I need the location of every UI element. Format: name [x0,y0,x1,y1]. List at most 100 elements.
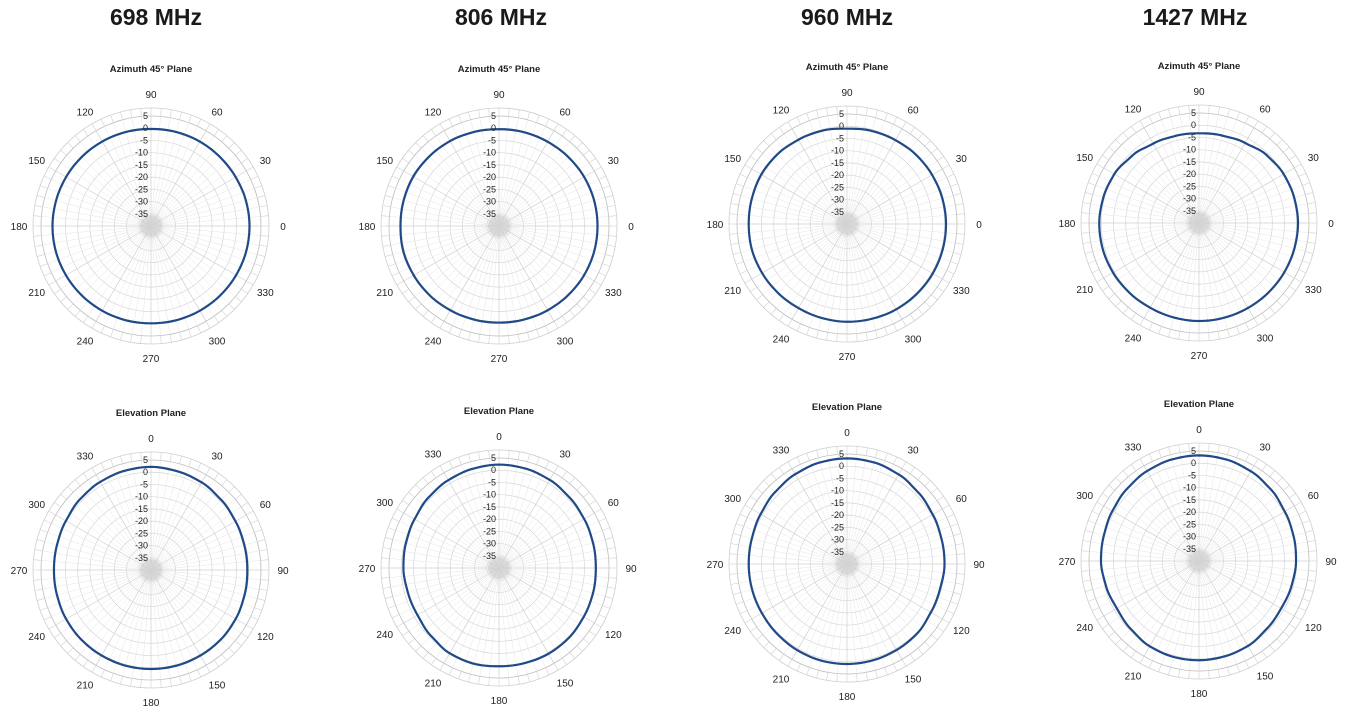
radial-tick-label: -20 [1183,507,1196,517]
dial-tick [221,654,228,661]
grid-spoke [141,460,152,571]
dial-tick [569,310,576,317]
dial-tick [140,108,142,117]
dial-tick [917,133,924,140]
dial-tick [228,303,235,310]
dial-tick [478,676,481,685]
radial-tick-label: -25 [483,526,496,536]
radial-tick-label: 5 [491,453,496,463]
dial-tick [36,539,45,542]
grid-spoke [747,177,848,225]
center-hub [836,553,858,575]
grid-spoke [470,567,500,675]
grid-spoke [776,479,848,565]
dial-tick [40,529,48,533]
grid-spoke [390,548,500,569]
grid-spoke [87,569,152,661]
grid-spoke [783,563,848,655]
grid-spoke [498,497,584,569]
grid-spoke [498,567,563,659]
dial-tick [1261,126,1267,134]
grid-spoke [846,177,947,225]
dial-tick [1276,477,1283,484]
grid-spoke [1143,465,1200,562]
radial-tick-label: -30 [831,535,844,545]
dial-tick [744,278,752,284]
grid-spoke [44,541,152,571]
dial-tick [527,332,530,341]
dial-tick [1217,669,1220,678]
angle-label: 240 [376,630,393,641]
grid-spoke [150,569,255,608]
dial-tick [1178,444,1181,453]
angle-label: 60 [1259,105,1271,116]
dial-tick [1217,106,1220,115]
angle-label: 240 [773,334,790,345]
grid-spoke [1152,222,1200,323]
grid-spoke [55,514,152,571]
dial-tick [787,319,793,327]
dial-tick [257,254,266,257]
dial-tick [729,213,738,215]
dial-tick [74,135,81,142]
dial-tick [1082,540,1091,543]
dial-tick [608,235,617,237]
grid-spoke [747,563,848,611]
dial-tick [408,296,415,303]
dial-tick [160,335,162,344]
dial-tick [1148,453,1153,462]
grid-spoke [1198,145,1277,224]
angle-label: 270 [707,560,724,571]
radial-tick-label: -10 [135,148,148,158]
grid-spoke [846,223,932,295]
grid-spoke [762,223,848,295]
grid-spoke [443,225,500,322]
grid-spoke [389,225,500,236]
dial-tick [936,156,944,162]
grid-spoke [498,225,509,336]
dial-tick [607,586,616,589]
angle-label: 210 [425,678,442,689]
dial-tick [169,334,172,343]
dial-tick [1082,241,1091,244]
dial-tick [816,449,819,458]
angle-label: 0 [496,432,502,443]
dial-tick [816,670,819,679]
grid-spoke [846,223,894,324]
grid-spoke [408,225,500,290]
dial-tick [950,601,958,605]
dial-tick [1288,623,1296,629]
grid-spoke [762,563,848,635]
grid-spoke [141,569,152,680]
grid-spoke [150,148,229,227]
dial-tick [1091,172,1100,177]
dial-tick [865,107,868,116]
dial-tick [74,310,81,317]
grid-spoke [1198,523,1303,562]
grid-spoke [743,563,848,602]
grid-spoke [498,530,603,569]
angle-label: 90 [973,560,985,571]
grid-spoke [1135,222,1200,314]
grid-spoke [837,223,848,334]
grid-spoke [1161,457,1200,562]
grid-spoke [66,569,152,641]
grid-spoke [1198,560,1219,670]
angle-label: 150 [724,154,741,165]
dial-tick [140,335,142,344]
grid-spoke [846,223,911,315]
grid-spoke [498,464,537,569]
grid-spoke [80,569,152,655]
dial-tick [942,278,950,284]
grid-spoke [80,225,152,311]
grid-spoke [1161,119,1200,224]
dial-tick [1298,269,1307,274]
grid-spoke [1090,560,1200,581]
dial-tick [1115,477,1122,484]
grid-spoke [1198,222,1228,330]
dial-tick [826,672,829,681]
dial-tick [396,166,404,172]
dial-tick [100,462,105,471]
dial-tick [1082,579,1091,582]
dial-tick [110,459,114,467]
